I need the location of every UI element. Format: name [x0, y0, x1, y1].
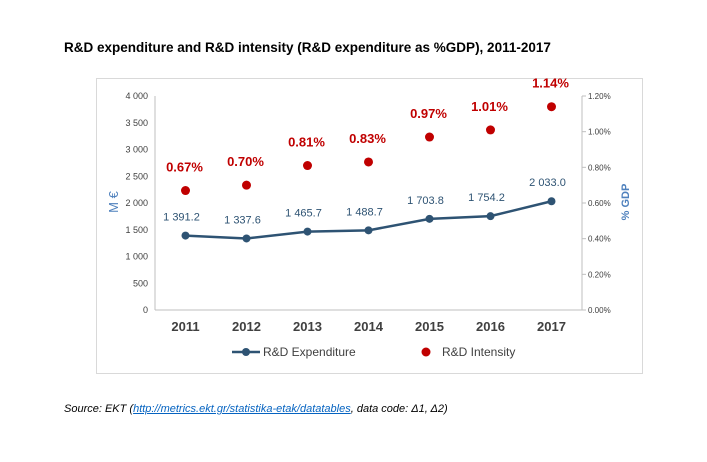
- data-point: [303, 227, 312, 236]
- source-prefix: Source: EKT (: [64, 403, 134, 415]
- right-tick-label: 0.80%: [588, 163, 611, 172]
- legend-marker: [242, 348, 250, 356]
- y-axis-label: M €: [106, 190, 121, 212]
- legend-label: R&D Intensity: [442, 345, 515, 359]
- series-layer: 1 391.2 1 337.6 1 465.7 1 488.7 1 703.8 1 754…: [163, 76, 569, 243]
- data-point: [303, 161, 312, 171]
- left-tick-label: 2 500: [125, 171, 148, 181]
- x-tick-label: 2013: [293, 319, 322, 334]
- legend: R&D Expenditure R&D Intensity: [232, 345, 515, 359]
- legend-label: R&D Expenditure: [263, 345, 356, 359]
- legend-marker: [421, 347, 431, 357]
- data-label: 1 465.7: [285, 208, 322, 220]
- left-tick-label: 0: [143, 305, 148, 315]
- data-point: [364, 226, 373, 235]
- chart-title: R&D expenditure and R&D intensity (R&D e…: [64, 40, 551, 55]
- right-tick-label: 1.00%: [588, 128, 611, 137]
- data-point: [547, 197, 556, 206]
- data-point: [486, 212, 495, 221]
- right-tick-label: 1.20%: [588, 92, 611, 101]
- data-label: 0.97%: [410, 106, 447, 121]
- data-point: [181, 231, 190, 240]
- left-tick-label: 2 000: [125, 198, 148, 208]
- data-label: 1.14%: [532, 76, 569, 91]
- left-tick-label: 1 000: [125, 252, 148, 262]
- right-tick-label: 0.00%: [588, 306, 611, 315]
- series-r-d-intensity: 0.67% 0.70% 0.81% 0.83% 0.97% 1.01% 1.14%: [166, 76, 569, 196]
- left-tick-label: 500: [133, 278, 148, 288]
- series-r-d-expenditure: 1 391.2 1 337.6 1 465.7 1 488.7 1 703.8 1 754…: [163, 177, 566, 243]
- data-label: 1 754.2: [468, 192, 505, 204]
- data-label: 2 033.0: [529, 177, 566, 189]
- data-label: 0.67%: [166, 160, 203, 175]
- x-tick-label: 2014: [354, 319, 384, 334]
- left-tick-label: 4 000: [125, 91, 148, 101]
- source-note: Source: EKT (http://metrics.ekt.gr/stati…: [64, 403, 448, 415]
- right-tick-labels: 0.00% 0.20% 0.40% 0.60% 0.80% 1.00% 1.20%: [582, 92, 611, 315]
- left-tick-label: 3 000: [125, 145, 148, 155]
- data-point: [425, 132, 434, 142]
- data-point: [242, 234, 251, 243]
- data-label: 1 488.7: [346, 206, 383, 218]
- chart-frame: [96, 78, 643, 374]
- x-tick-label: 2017: [537, 319, 566, 334]
- data-label: 0.70%: [227, 154, 264, 169]
- right-tick-label: 0.40%: [588, 235, 611, 244]
- y2-axis-label: % GDP: [620, 184, 632, 221]
- left-tick-label: 3 500: [125, 118, 148, 128]
- data-point: [242, 180, 251, 190]
- data-point: [486, 125, 495, 135]
- right-tick-label: 0.60%: [588, 199, 611, 208]
- data-label: 1 391.2: [163, 212, 200, 224]
- data-label: 0.81%: [288, 135, 325, 150]
- data-point: [181, 186, 190, 196]
- left-tick-labels: 0 500 1 000 1 500 2 000 2 500 3 000 3 500 4 000: [125, 91, 148, 315]
- x-tick-label: 2015: [415, 319, 444, 334]
- x-tick-labels: 2011 2012 2013 2014 2015 2016 2017: [171, 319, 566, 334]
- data-label: 1 703.8: [407, 195, 444, 207]
- data-label: 0.83%: [349, 131, 386, 146]
- chart-axes: [154, 96, 583, 311]
- source-suffix: , data code: Δ1, Δ2): [350, 403, 448, 415]
- legend-item-expenditure: R&D Expenditure: [232, 345, 356, 359]
- data-point: [547, 102, 556, 112]
- data-point: [425, 214, 434, 223]
- data-label: 1 337.6: [224, 214, 261, 226]
- right-tick-label: 0.20%: [588, 270, 611, 279]
- source-link[interactable]: http://metrics.ekt.gr/statistika-etak/da…: [133, 403, 351, 415]
- x-tick-label: 2011: [171, 319, 199, 334]
- left-tick-label: 1 500: [125, 225, 148, 235]
- data-point: [364, 157, 373, 167]
- legend-item-intensity: R&D Intensity: [421, 345, 515, 359]
- x-tick-label: 2016: [476, 319, 505, 334]
- x-tick-label: 2012: [232, 319, 261, 334]
- data-label: 1.01%: [471, 99, 508, 114]
